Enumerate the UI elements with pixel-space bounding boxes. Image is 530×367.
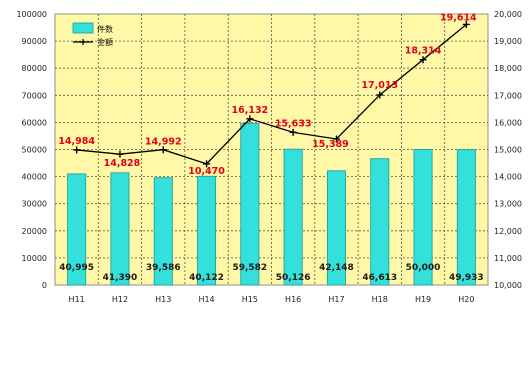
- bar: [197, 175, 217, 286]
- y-right-tick-label: 17,000: [494, 91, 522, 100]
- line-point: [159, 146, 167, 154]
- bar-value-label: 40,995: [59, 263, 94, 273]
- legend-bar-label: 件数: [97, 24, 113, 34]
- y-left-tick-label: 40000: [22, 173, 47, 182]
- bar-value-label: 50,126: [276, 273, 311, 283]
- y-right-tick-label: 18,000: [494, 64, 522, 73]
- y-right-tick-label: 13,000: [494, 200, 522, 209]
- y-right-tick-label: 11,000: [494, 254, 522, 263]
- bar: [67, 173, 87, 286]
- line-value-label: 17,013: [361, 80, 398, 91]
- line-value-label: 19,614: [440, 12, 477, 23]
- x-tick-label: H12: [112, 295, 128, 304]
- axes: 0 10000 20000 30000 40000 50000 60000 70000 8000…: [16, 10, 522, 304]
- legend: 件数 金額: [72, 22, 113, 47]
- line-value-label: 15,633: [275, 118, 312, 129]
- bar: [456, 149, 476, 286]
- y-left-tick-label: 80000: [22, 64, 47, 73]
- y-left-tick-label: 90000: [22, 37, 47, 46]
- line-point: [419, 56, 427, 64]
- bar: [370, 158, 390, 286]
- bar-value-label: 41,390: [103, 273, 138, 283]
- line-point: [73, 146, 81, 154]
- line-value-label: 14,992: [145, 137, 182, 148]
- bar: [413, 149, 433, 286]
- bar-value-label: 40,122: [189, 273, 224, 283]
- y-left-tick-label: 20000: [22, 227, 47, 236]
- bar: [326, 170, 346, 286]
- bar: [240, 123, 260, 286]
- y-right-tick-label: 19,000: [494, 37, 522, 46]
- line-point: [376, 91, 384, 99]
- bar: [153, 177, 173, 286]
- legend-bar-swatch: [72, 22, 94, 34]
- legend-line-marker: [80, 39, 86, 45]
- bar-value-label: 42,148: [319, 263, 354, 273]
- legend-line-label: 金額: [97, 37, 113, 47]
- y-left-tick-label: 30000: [22, 200, 47, 209]
- y-right-tick-label: 12,000: [494, 227, 522, 236]
- x-tick-label: H18: [372, 295, 388, 304]
- y-right-tick-label: 20,000: [494, 10, 522, 19]
- bar-value-label: 50,000: [406, 263, 441, 273]
- x-tick-label: H11: [69, 295, 85, 304]
- line-point: [246, 115, 254, 123]
- line-point: [462, 20, 470, 28]
- y-left-tick-label: 60000: [22, 118, 47, 127]
- x-tick-label: H17: [328, 295, 344, 304]
- line-value-label: 14,828: [104, 158, 141, 169]
- bar-value-label: 49,933: [449, 273, 484, 283]
- line-value-label: 16,132: [232, 105, 269, 116]
- y-left-tick-label: 50000: [22, 146, 47, 155]
- x-tick-label: H16: [285, 295, 301, 304]
- line-point: [116, 150, 124, 158]
- x-tick-label: H19: [415, 295, 431, 304]
- y-left-tick-label: 70000: [22, 91, 47, 100]
- bar-series: [67, 123, 476, 286]
- y-left-tick-label: 0: [42, 281, 47, 290]
- y-left-tick-label: 10000: [22, 254, 47, 263]
- line-value-label: 14,984: [58, 136, 95, 147]
- x-tick-label: H15: [242, 295, 258, 304]
- bar-value-label: 39,586: [146, 263, 181, 273]
- line-series: [73, 20, 470, 168]
- bar: [283, 148, 303, 286]
- y-left-tick-label: 100000: [16, 10, 47, 19]
- x-tick-label: H14: [198, 295, 214, 304]
- bar-value-label: 46,613: [362, 273, 397, 283]
- bar: [110, 172, 130, 286]
- y-right-tick-label: 14,000: [494, 173, 522, 182]
- bar-value-label: 59,582: [232, 263, 267, 273]
- line-value-label: 10,470: [188, 166, 225, 177]
- y-right-tick-label: 16,000: [494, 118, 522, 127]
- line-point: [203, 160, 211, 168]
- line-point: [332, 135, 340, 143]
- x-tick-label: H13: [155, 295, 171, 304]
- y-right-tick-label: 10,000: [494, 281, 522, 290]
- x-tick-label: H20: [458, 295, 474, 304]
- line-point: [289, 128, 297, 136]
- data-labels: 40,995 41,390 39,586 40,122 59,582 50,126 42,1…: [58, 12, 483, 283]
- line-value-label: 18,314: [405, 46, 442, 57]
- y-right-tick-label: 15,000: [494, 146, 522, 155]
- line-value-label: 15,389: [312, 139, 349, 150]
- line-path: [76, 23, 467, 165]
